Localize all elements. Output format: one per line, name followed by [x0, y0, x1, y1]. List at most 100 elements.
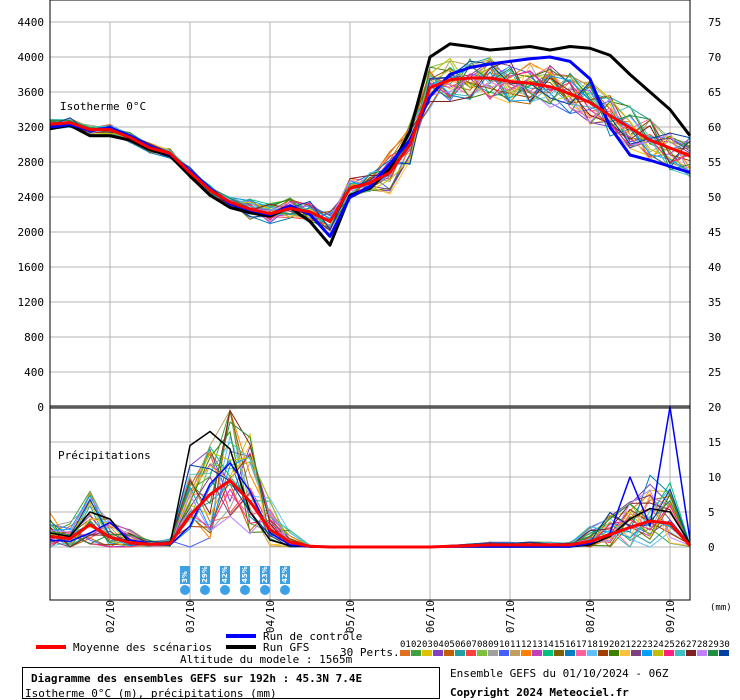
right-axis-unit: (mm)	[710, 603, 732, 613]
ytick-right-0: 0	[708, 541, 715, 554]
ytick-iso-10: 4000	[18, 51, 45, 64]
pert-swatch-22	[631, 650, 641, 656]
snowflake-icon	[200, 585, 210, 595]
line-iso-mean	[49, 76, 691, 223]
pert-swatch-16	[565, 650, 575, 656]
snow-marker-1: 29%	[200, 566, 210, 595]
ytick-right-13: 65	[708, 86, 721, 99]
pert-num-3: 03	[422, 640, 433, 650]
pert-swatch-9	[488, 650, 498, 656]
snow-prob-label: 42%	[281, 566, 289, 583]
pert-swatch-12	[521, 650, 531, 656]
snow-marker-0: 3%	[180, 566, 190, 595]
ytick-iso-2: 800	[24, 331, 44, 344]
pert-swatch-3	[422, 650, 432, 656]
ytick-right-8: 40	[708, 261, 721, 274]
xtick-3: 05/10	[344, 600, 357, 633]
pert-num-14: 14	[543, 640, 554, 650]
panel-label-precip: Précipitations	[58, 449, 151, 462]
snow-prob-label: 45%	[241, 566, 249, 583]
ensemble-info: Ensemble GEFS du 01/10/2024 - 06Z	[450, 667, 669, 680]
ytick-right-9: 45	[708, 226, 721, 239]
line-iso-gfs	[49, 42, 692, 247]
ytick-iso-9: 3600	[18, 86, 45, 99]
pert-num-7: 07	[466, 640, 477, 650]
pert-num-10: 10	[499, 640, 510, 650]
pert-swatch-21	[620, 650, 630, 656]
ytick-right-3: 15	[708, 436, 721, 449]
plot-frame	[49, 0, 691, 601]
ytick-iso-6: 2400	[18, 191, 45, 204]
xtick-6: 08/10	[584, 600, 597, 633]
pert-swatch-29	[708, 650, 718, 656]
pert-num-1: 01	[400, 640, 411, 650]
pert-num-24: 24	[653, 640, 664, 650]
pert-swatch-4	[433, 650, 443, 656]
ytick-right-7: 35	[708, 296, 721, 309]
pert-num-30: 30	[719, 640, 730, 650]
snow-marker-3: 45%	[240, 566, 250, 595]
pert-swatch-10	[499, 650, 509, 656]
xtick-4: 06/10	[424, 600, 437, 633]
ytick-right-6: 30	[708, 331, 721, 344]
pert-num-4: 04	[433, 640, 444, 650]
pert-swatch-7	[466, 650, 476, 656]
ytick-right-2: 10	[708, 471, 721, 484]
snowflake-icon	[220, 585, 230, 595]
pert-num-26: 26	[675, 640, 686, 650]
ytick-right-1: 5	[708, 506, 715, 519]
ytick-right-14: 70	[708, 51, 721, 64]
legend-label-control: Run de contrôle	[263, 630, 362, 643]
snow-prob-label: 3%	[181, 571, 189, 583]
legend-label-mean: Moyenne des scénarios	[73, 641, 212, 654]
tick-labels: 0400800120016002000240028003200360040004…	[18, 16, 732, 633]
pert-num-6: 06	[455, 640, 466, 650]
xtick-2: 04/10	[264, 600, 277, 633]
ytick-right-12: 60	[708, 121, 721, 134]
pert-swatch-11	[510, 650, 520, 656]
chart-axes	[49, 0, 691, 601]
pert-num-19: 19	[598, 640, 609, 650]
snow-prob-label: 23%	[261, 566, 269, 583]
ytick-right-10: 50	[708, 191, 721, 204]
pert-num-27: 27	[686, 640, 697, 650]
pert-num-5: 05	[444, 640, 455, 650]
ytick-iso-7: 2800	[18, 156, 45, 169]
pert-swatch-24	[653, 650, 663, 656]
pert-swatch-17	[576, 650, 586, 656]
model-altitude: Altitude du modele : 1565m	[180, 653, 353, 666]
chart-title: Diagramme des ensembles GEFS sur 192h : …	[31, 672, 363, 685]
info-box: Diagramme des ensembles GEFS sur 192h : …	[22, 667, 440, 700]
pert-num-12: 12	[521, 640, 532, 650]
pert-num-29: 29	[708, 640, 719, 650]
legend: Moyenne des scénarios Run de contrôleRun …	[36, 630, 362, 666]
pert-num-25: 25	[664, 640, 675, 650]
xtick-7: 09/10	[664, 600, 677, 633]
snow-marker-5: 42%	[280, 566, 290, 595]
snow-probabilities: 3% 29% 42% 45% 23% 42%	[180, 566, 290, 595]
pert-swatch-19	[598, 650, 608, 656]
legend-label-gfs: Run GFS	[263, 641, 309, 654]
pert-swatch-2	[411, 650, 421, 656]
pert-swatch-15	[554, 650, 564, 656]
snow-bar	[180, 566, 190, 584]
ytick-right-11: 55	[708, 156, 721, 169]
pert-swatch-30	[719, 650, 729, 656]
pert-swatch-8	[477, 650, 487, 656]
perts-label: 30 Perts.	[340, 646, 400, 659]
xtick-1: 03/10	[184, 600, 197, 633]
copyright: Copyright 2024 Meteociel.fr	[450, 686, 629, 699]
pert-swatch-28	[697, 650, 707, 656]
pert-num-13: 13	[532, 640, 543, 650]
pert-num-11: 11	[510, 640, 521, 650]
xtick-5: 07/10	[504, 600, 517, 633]
snow-bar	[260, 566, 270, 584]
snow-bar	[280, 566, 290, 584]
pert-swatch-26	[675, 650, 685, 656]
ytick-iso-5: 2000	[18, 226, 45, 239]
xtick-0: 02/10	[104, 600, 117, 633]
pert-num-8: 08	[477, 640, 488, 650]
pert-num-22: 22	[631, 640, 642, 650]
pert-precip-29	[49, 421, 691, 548]
pert-swatch-6	[455, 650, 465, 656]
